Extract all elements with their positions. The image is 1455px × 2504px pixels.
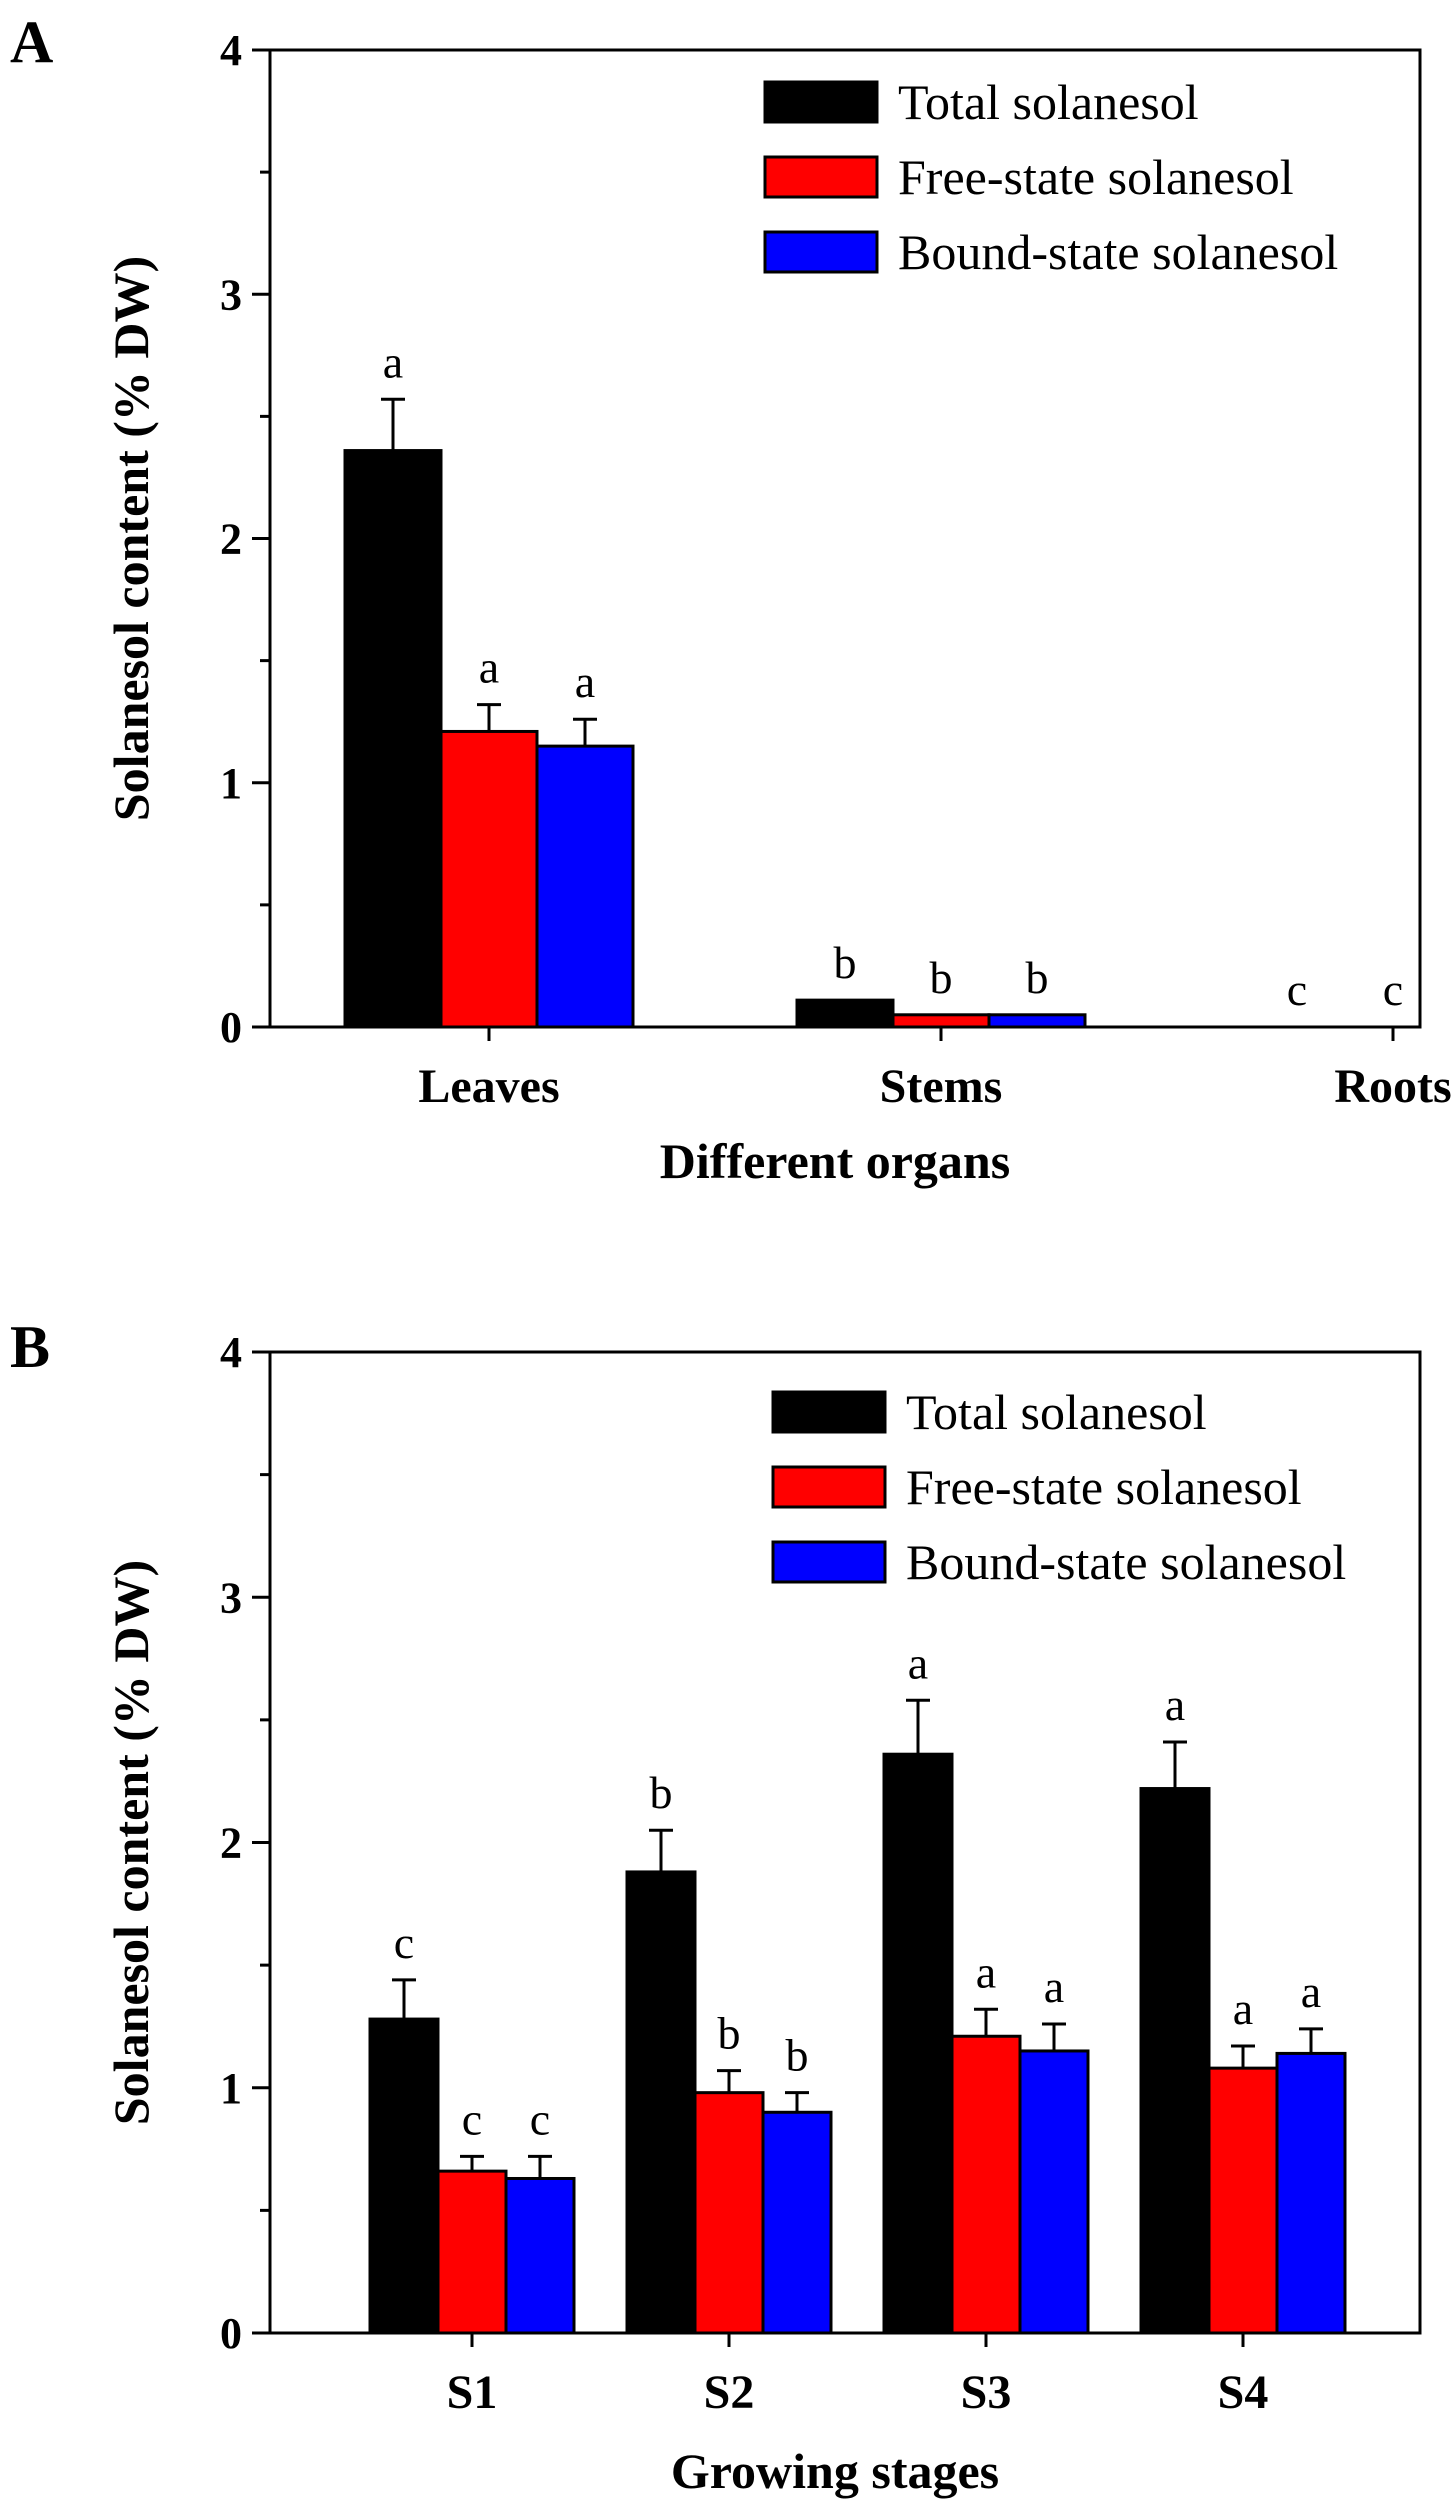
y-tick-label: 0 <box>220 1003 242 1052</box>
significance-label: b <box>650 1767 673 1818</box>
y-tick-label: 3 <box>220 270 242 319</box>
legend: Total solanesol Free-state solanesol Bound… <box>763 74 1338 280</box>
y-tick-label: 2 <box>220 1819 242 1868</box>
significance-label: a <box>1301 1966 1321 2017</box>
legend-label: Bound-state solanesol <box>898 224 1338 280</box>
significance-label: c <box>530 2093 550 2144</box>
panel-letter: A <box>10 9 53 75</box>
significance-label: b <box>930 952 953 1003</box>
bar-s4-series-2 <box>1207 2066 1279 2335</box>
legend-swatch-1 <box>763 80 879 124</box>
significance-label: c <box>462 2093 482 2144</box>
legend-label: Free-state solanesol <box>906 1459 1302 1515</box>
significance-label: c <box>1383 964 1403 1015</box>
y-tick-label: 1 <box>220 2064 242 2113</box>
y-tick-label: 4 <box>220 26 242 75</box>
bar-s4-series-3 <box>1275 2051 1347 2335</box>
y-tick-label: 1 <box>220 759 242 808</box>
significance-label: a <box>908 1637 928 1688</box>
bar-s1-series-3 <box>504 2176 576 2335</box>
bar-s2-series-3 <box>761 2110 833 2335</box>
bar-s3-series-3 <box>1018 2049 1090 2335</box>
bar-s1-series-1 <box>368 2017 440 2335</box>
significance-label: b <box>834 937 857 988</box>
y-axis-title: Solanesol content (% DW) <box>103 256 159 821</box>
panel-a: AaaaLeavesbbbStemscccRoots01234Solanesol… <box>10 9 1452 1189</box>
significance-label: a <box>1233 1983 1253 2034</box>
bar-s3-series-1 <box>882 1752 954 2335</box>
legend: Total solanesol Free-state solanesol Bound… <box>771 1384 1346 1590</box>
significance-label: a <box>1165 1679 1185 1730</box>
x-tick-label: Roots <box>1334 1060 1451 1113</box>
significance-label: b <box>718 2008 741 2059</box>
legend-label: Free-state solanesol <box>898 149 1294 205</box>
legend-swatch-3 <box>771 1540 887 1584</box>
x-tick-label: Leaves <box>418 1060 559 1113</box>
legend-swatch-3 <box>763 230 879 274</box>
legend-swatch-2 <box>771 1465 887 1509</box>
significance-label: a <box>575 656 595 707</box>
significance-label: a <box>976 1946 996 1997</box>
x-tick-label: Stems <box>880 1060 1003 1113</box>
x-axis-title: Growing stages <box>671 2443 999 2499</box>
legend-swatch-2 <box>763 155 879 199</box>
x-tick-label: S1 <box>447 2366 498 2419</box>
x-tick-label: S4 <box>1218 2366 1269 2419</box>
significance-label: b <box>1026 952 1049 1003</box>
bar-stems-series-1 <box>795 998 895 1029</box>
bar-stems-series-3 <box>987 1013 1087 1029</box>
bar-leaves-series-2 <box>439 729 539 1029</box>
significance-label: a <box>383 336 403 387</box>
bar-s1-series-2 <box>436 2169 508 2335</box>
significance-label: a <box>1044 1961 1064 2012</box>
legend-label: Total solanesol <box>906 1384 1207 1440</box>
y-axis-title: Solanesol content (% DW) <box>103 1560 159 2125</box>
bar-s4-series-1 <box>1139 1787 1211 2335</box>
y-tick-label: 4 <box>220 1328 242 1377</box>
legend-swatch-1 <box>771 1390 887 1434</box>
significance-label: b <box>786 2030 809 2081</box>
bar-leaves-series-3 <box>535 744 635 1029</box>
bar-s3-series-2 <box>950 2034 1022 2335</box>
legend-label: Bound-state solanesol <box>906 1534 1346 1590</box>
bar-leaves-series-1 <box>343 449 443 1029</box>
panel-letter: B <box>10 1314 50 1380</box>
y-tick-label: 3 <box>220 1573 242 1622</box>
bar-stems-series-2 <box>891 1013 991 1029</box>
bar-s2-series-2 <box>693 2091 765 2335</box>
bar-s2-series-1 <box>625 1870 697 2335</box>
y-tick-label: 0 <box>220 2309 242 2358</box>
x-axis-title: Different organs <box>660 1133 1010 1189</box>
legend-label: Total solanesol <box>898 74 1199 130</box>
x-tick-label: S3 <box>961 2366 1012 2419</box>
significance-label: a <box>479 642 499 693</box>
y-tick-label: 2 <box>220 515 242 564</box>
significance-label: c <box>1287 964 1307 1015</box>
x-tick-label: S2 <box>704 2366 755 2419</box>
significance-label: c <box>394 1917 414 1968</box>
